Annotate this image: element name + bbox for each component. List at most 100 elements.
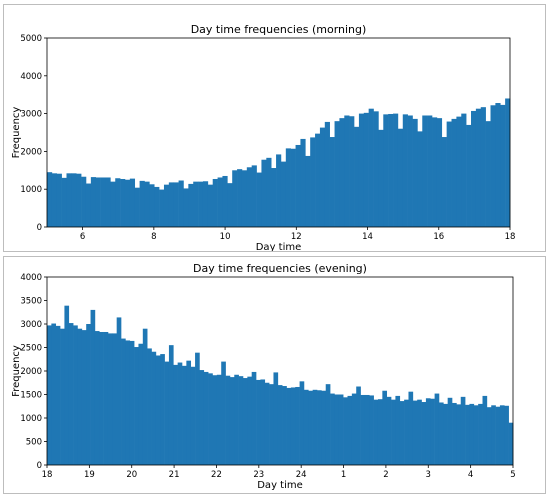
evening-bar (134, 347, 139, 465)
morning-bar (198, 181, 204, 227)
evening-bar (51, 323, 57, 465)
evening-bar (443, 403, 448, 465)
evening-bar (408, 391, 414, 465)
morning-bar (368, 108, 374, 227)
morning-bar (495, 103, 501, 227)
evening-bar (121, 338, 126, 465)
morning-title: Day time frequencies (morning) (191, 23, 367, 36)
evening-x-tick-label: 2 (383, 470, 388, 480)
evening-bar (116, 317, 122, 465)
evening-histogram: 18 19 20 21 22 23 24 1 2 3 4 5050010001500200025003… (11, 262, 516, 491)
morning-bar (124, 179, 131, 227)
evening-bar (508, 422, 514, 465)
morning-bar (300, 138, 306, 227)
morning-bar (144, 181, 150, 227)
evening-bar (73, 325, 78, 465)
morning-bar (173, 182, 179, 227)
evening-bar (90, 309, 96, 465)
evening-bar (321, 390, 327, 465)
evening-bar (81, 330, 87, 465)
evening-x-tick-label: 1 (341, 470, 346, 480)
morning-x-tick-label: 12 (291, 232, 302, 242)
morning-bar (471, 110, 477, 227)
evening-bar (478, 403, 483, 465)
evening-bar (317, 390, 322, 465)
morning-bar (212, 178, 218, 227)
evening-bar (290, 387, 296, 465)
evening-bar (129, 340, 135, 465)
evening-y-tick-label: 0 (37, 461, 42, 471)
morning-bar (207, 184, 213, 227)
evening-x-tick-label: 21 (169, 470, 180, 480)
evening-bar (229, 377, 235, 465)
evening-y-tick-label: 3500 (20, 297, 42, 307)
morning-bar (95, 177, 101, 227)
evening-bar (186, 360, 192, 465)
evening-bar (360, 394, 366, 465)
evening-y-tick-label: 500 (26, 438, 42, 448)
morning-bar (490, 105, 496, 227)
evening-bar (347, 395, 353, 465)
evening-bar (325, 384, 331, 465)
evening-bar (164, 361, 170, 465)
morning-bar (56, 173, 62, 227)
morning-plot-frame (46, 37, 511, 228)
evening-x-tick-label: 18 (42, 470, 53, 480)
morning-bar (110, 181, 116, 227)
evening-bar (195, 352, 200, 465)
evening-bar (216, 374, 222, 465)
evening-bar (77, 328, 83, 465)
morning-bar (76, 173, 82, 227)
morning-bar (422, 115, 428, 227)
morning-bar (349, 116, 355, 227)
morning-chart-panel: 6 8 10 12 14 16 18 0 1000 2000 3000 4000 5000 Day tim… (3, 4, 546, 252)
evening-bar (190, 366, 196, 465)
morning-y-tick-label: 0 (37, 223, 42, 233)
evening-bar (138, 343, 144, 465)
evening-bar (242, 378, 248, 465)
evening-bar (99, 331, 104, 465)
morning-x-tick-label: 14 (362, 232, 373, 242)
evening-bar (447, 397, 453, 465)
morning-bar (334, 121, 340, 227)
evening-bar (299, 381, 305, 465)
morning-bar (285, 148, 291, 227)
morning-bar (163, 184, 170, 227)
morning-bar (168, 182, 175, 227)
morning-bar (339, 118, 345, 227)
evening-bar (203, 371, 209, 465)
morning-bar (251, 165, 257, 227)
morning-bar (241, 170, 248, 227)
morning-bar (159, 189, 165, 227)
morning-bar (446, 121, 452, 227)
morning-bar (120, 178, 126, 227)
morning-x-tick-label: 8 (151, 232, 156, 242)
evening-x-tick-label: 20 (126, 470, 137, 480)
evening-y-tick-label: 1500 (20, 391, 42, 401)
morning-bar (232, 170, 238, 227)
evening-bar (282, 386, 287, 465)
morning-bar (456, 116, 462, 227)
morning-bar (154, 186, 160, 227)
evening-bar (412, 400, 418, 465)
morning-bar (383, 114, 389, 227)
evening-title: Day time frequencies (evening) (193, 262, 367, 275)
evening-bar (151, 351, 157, 465)
morning-bar (271, 168, 277, 227)
morning-bar (393, 113, 399, 227)
evening-bar (303, 389, 309, 465)
evening-bar (264, 382, 270, 465)
evening-y-tick-label: 2500 (20, 344, 42, 354)
evening-bar (351, 393, 357, 465)
morning-bar (344, 115, 350, 227)
evening-bar (168, 345, 174, 465)
morning-y-tick-label: 2000 (20, 147, 42, 157)
evening-bar (452, 402, 457, 465)
morning-bar (407, 115, 413, 227)
morning-bar (373, 111, 379, 227)
evening-bar (456, 404, 462, 465)
morning-bar (388, 113, 394, 227)
morning-bar (358, 113, 365, 227)
evening-bar (330, 393, 335, 465)
morning-y-tick-label: 1000 (20, 185, 42, 195)
